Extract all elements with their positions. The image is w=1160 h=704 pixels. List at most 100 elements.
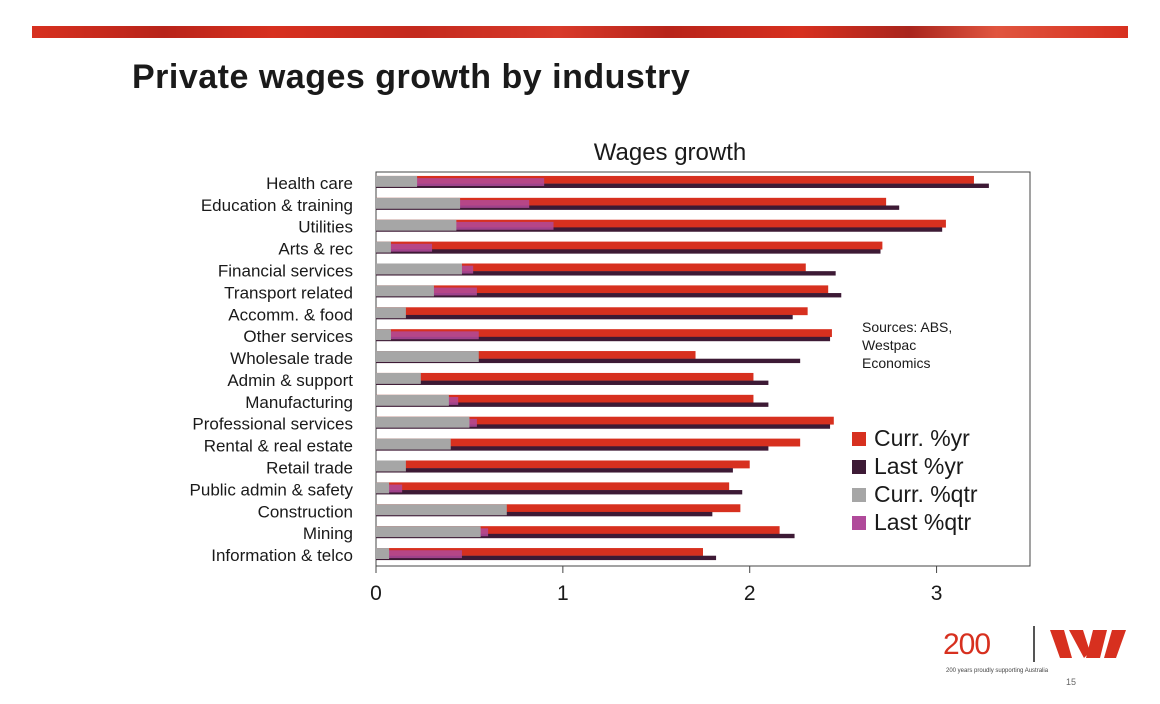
- category-row: Mining: [303, 524, 795, 543]
- bar-curr-qtr: [376, 460, 406, 472]
- bar-curr-yr: [376, 416, 834, 425]
- bar-curr-yr: [376, 285, 829, 294]
- slide-title: Private wages growth by industry: [132, 58, 691, 96]
- bar-curr-yr: [376, 438, 801, 447]
- legend-swatch: [852, 460, 866, 474]
- bar-curr-yr: [376, 394, 754, 403]
- category-label: Construction: [258, 502, 353, 521]
- bar-curr-qtr: [376, 263, 462, 275]
- bar-curr-yr: [376, 307, 808, 316]
- category-row: Manufacturing: [245, 393, 769, 412]
- bar-last-qtr: [376, 331, 479, 340]
- bar-last-yr: [376, 358, 801, 364]
- bar-last-yr: [376, 511, 713, 517]
- bar-curr-qtr: [376, 526, 481, 538]
- top-accent-bar: [32, 26, 1128, 38]
- legend-swatch: [852, 432, 866, 446]
- bar-curr-qtr: [376, 438, 451, 450]
- bar-curr-qtr: [376, 197, 461, 209]
- category-row: Rental & real estate: [204, 437, 801, 456]
- bar-curr-qtr: [376, 351, 479, 362]
- category-row: Financial services: [218, 262, 836, 281]
- bar-curr-qtr: [376, 394, 449, 406]
- category-label: Admin & support: [227, 371, 353, 390]
- bar-last-yr: [376, 271, 836, 276]
- category-row: Public admin & safety: [190, 480, 743, 499]
- category-row: Utilities: [298, 218, 946, 237]
- bar-last-qtr: [376, 178, 545, 187]
- bar-curr-yr: [376, 504, 741, 513]
- bar-curr-yr: [376, 197, 887, 206]
- bar-curr-qtr: [376, 329, 391, 341]
- page-number: 15: [1066, 677, 1077, 687]
- category-label: Manufacturing: [245, 393, 353, 412]
- category-label: Professional services: [192, 415, 353, 434]
- category-label: Utilities: [298, 218, 353, 237]
- legend-label: Last %yr: [874, 453, 964, 479]
- bar-last-yr: [376, 468, 733, 473]
- category-row: Education & training: [201, 196, 900, 215]
- bar-curr-yr: [376, 482, 730, 491]
- category-row: Retail trade: [266, 459, 750, 478]
- bar-last-yr: [376, 183, 989, 188]
- bar-curr-yr: [376, 460, 750, 469]
- bar-last-yr: [376, 205, 900, 210]
- bar-curr-yr: [376, 329, 832, 338]
- bar-curr-qtr: [376, 175, 418, 187]
- bar-curr-yr: [376, 241, 883, 250]
- category-label: Arts & rec: [278, 240, 353, 259]
- bar-curr-qtr: [376, 241, 391, 253]
- bar-curr-qtr: [376, 548, 390, 559]
- category-label: Other services: [243, 327, 353, 346]
- bar-curr-qtr: [376, 482, 390, 494]
- category-row: Accomm. & food: [228, 305, 808, 324]
- category-row: Arts & rec: [278, 240, 883, 259]
- sources-annotation-line: Sources: ABS,: [862, 319, 952, 335]
- category-row: Information & telco: [211, 546, 717, 565]
- legend-item: Last %qtr: [852, 509, 971, 535]
- bar-last-yr: [376, 555, 717, 561]
- bar-curr-qtr: [376, 285, 434, 297]
- category-label: Public admin & safety: [190, 480, 354, 499]
- bar-curr-yr: [376, 219, 946, 228]
- x-tick-label: 0: [370, 582, 382, 605]
- category-row: Construction: [258, 502, 741, 521]
- bar-last-yr: [376, 446, 769, 451]
- sources-annotation: Sources: ABS, Westpac Economics: [862, 319, 952, 371]
- bar-curr-qtr: [376, 372, 421, 384]
- sources-annotation-line: Economics: [862, 355, 930, 371]
- bar-curr-yr: [376, 263, 806, 272]
- category-row: Admin & support: [227, 371, 769, 390]
- chart-title: Wages growth: [594, 139, 747, 166]
- bar-curr-yr: [376, 372, 754, 381]
- category-row: Health care: [266, 174, 989, 193]
- legend-label: Last %qtr: [874, 509, 971, 535]
- bar-last-yr: [376, 533, 795, 539]
- category-label: Accomm. & food: [228, 305, 353, 324]
- x-tick-label: 1: [557, 582, 569, 605]
- legend-item: Curr. %yr: [852, 425, 970, 451]
- bar-curr-qtr: [376, 219, 457, 231]
- sources-annotation-line: Westpac: [862, 337, 916, 353]
- category-row: Other services: [243, 327, 832, 346]
- bar-last-qtr: [376, 243, 433, 252]
- category-label: Mining: [303, 524, 353, 543]
- bar-curr-yr: [376, 351, 696, 359]
- westpac-200-logo: 200 200 years proudly supporting Austral…: [940, 624, 1130, 694]
- category-label: Wholesale trade: [230, 349, 353, 368]
- bar-curr-qtr: [376, 504, 507, 516]
- category-row: Professional services: [192, 415, 834, 434]
- legend-item: Last %yr: [852, 453, 964, 479]
- logo-divider: [1033, 626, 1035, 662]
- category-label: Rental & real estate: [204, 437, 353, 456]
- logo-tagline: 200 years proudly supporting Australia: [946, 668, 1049, 674]
- category-label: Health care: [266, 174, 353, 193]
- legend-swatch: [852, 488, 866, 502]
- legend-item: Curr. %qtr: [852, 481, 978, 507]
- bar-curr-yr: [376, 175, 974, 184]
- bar-last-yr: [376, 402, 769, 407]
- bar-last-qtr: [376, 221, 554, 230]
- legend-swatch: [852, 516, 866, 530]
- category-row: Wholesale trade: [230, 349, 801, 368]
